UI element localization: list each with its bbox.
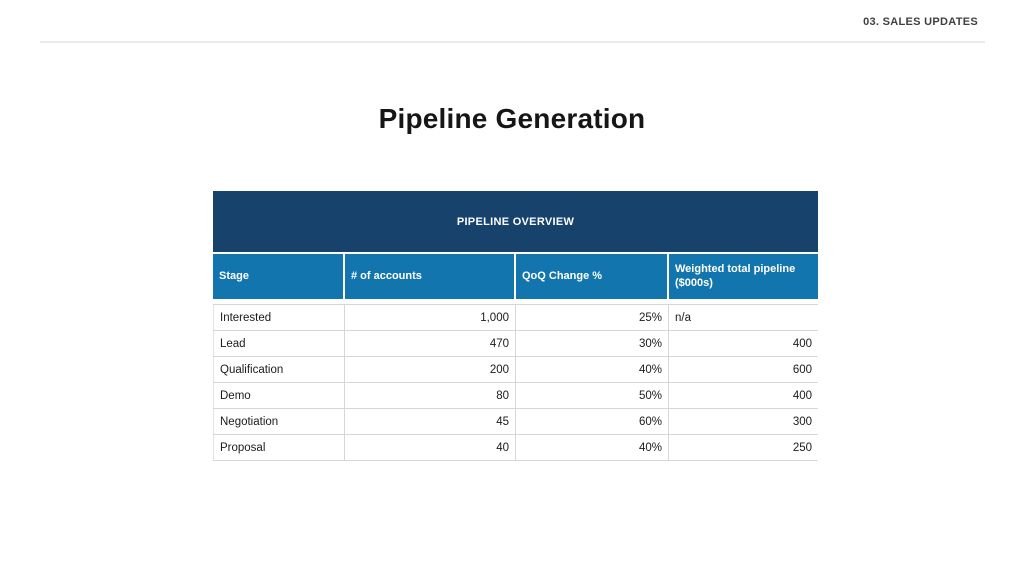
cell-qoq: 25%	[516, 305, 669, 330]
header-divider	[40, 41, 985, 43]
cell-qoq: 60%	[516, 409, 669, 434]
table-row: Demo 80 50% 400	[213, 383, 818, 409]
cell-accounts: 45	[345, 409, 516, 434]
table-row: Negotiation 45 60% 300	[213, 409, 818, 435]
column-header-weighted: Weighted total pipeline ($000s)	[669, 254, 818, 299]
table-row: Qualification 200 40% 600	[213, 357, 818, 383]
table-title-band: PIPELINE OVERVIEW	[213, 191, 818, 252]
cell-qoq: 40%	[516, 435, 669, 460]
cell-accounts: 200	[345, 357, 516, 382]
cell-stage: Negotiation	[213, 409, 345, 434]
column-header-accounts: # of accounts	[345, 254, 516, 299]
cell-accounts: 470	[345, 331, 516, 356]
cell-weighted: n/a	[675, 311, 691, 324]
pipeline-table: PIPELINE OVERVIEW Stage # of accounts Qo…	[213, 191, 818, 461]
cell-weighted: 600	[792, 363, 812, 376]
cell-stage: Proposal	[213, 435, 345, 460]
table-row: Proposal 40 40% 250	[213, 435, 818, 461]
cell-qoq: 30%	[516, 331, 669, 356]
cell-stage: Demo	[213, 383, 345, 408]
running-header: 03. SALES UPDATES	[863, 16, 978, 28]
cell-stage: Interested	[213, 305, 345, 330]
cell-weighted: 300	[792, 415, 812, 428]
cell-weighted: 400	[792, 389, 812, 402]
column-header-qoq: QoQ Change %	[516, 254, 669, 299]
column-header-stage: Stage	[213, 254, 345, 299]
cell-accounts: 40	[345, 435, 516, 460]
cell-stage: Qualification	[213, 357, 345, 382]
table-title: PIPELINE OVERVIEW	[456, 215, 575, 228]
cell-accounts: 1,000	[345, 305, 516, 330]
table-row: Lead 470 30% 400	[213, 331, 818, 357]
cell-stage: Lead	[213, 331, 345, 356]
cell-qoq: 40%	[516, 357, 669, 382]
table-row: Interested 1,000 25% n/a	[213, 305, 818, 331]
page-title: Pipeline Generation	[378, 103, 646, 134]
cell-qoq: 50%	[516, 383, 669, 408]
table-body: Interested 1,000 25% n/a Lead 470 30% 40…	[213, 304, 818, 461]
cell-weighted: 400	[792, 337, 812, 350]
cell-accounts: 80	[345, 383, 516, 408]
cell-weighted: 250	[792, 441, 812, 454]
column-header-row: Stage # of accounts QoQ Change % Weighte…	[213, 254, 818, 299]
